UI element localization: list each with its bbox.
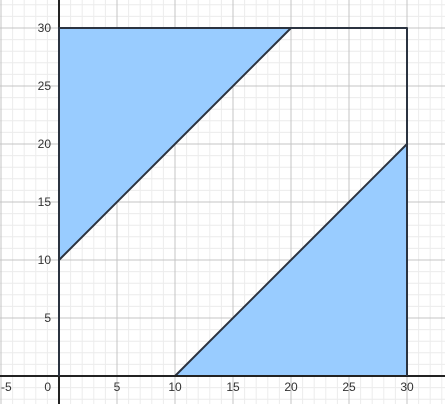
x-tick-label: 30 [400, 380, 414, 394]
y-tick-label: 25 [38, 79, 52, 93]
tick-labels: -5 0 5 10 15 20 25 30 5 10 15 20 25 30 [1, 21, 414, 394]
x-tick-label: 20 [284, 380, 298, 394]
y-tick-label: 30 [38, 21, 52, 35]
x-tick-label: -5 [1, 380, 12, 394]
x-tick-label: 0 [44, 380, 51, 394]
x-tick-label: 5 [114, 380, 121, 394]
x-tick-label: 10 [168, 380, 182, 394]
y-tick-label: 5 [44, 311, 51, 325]
square-outline [58, 27, 408, 376]
x-tick-label: 15 [226, 380, 240, 394]
y-tick-label: 15 [38, 195, 52, 209]
square-outline-path [58, 27, 408, 376]
y-tick-label: 20 [38, 137, 52, 151]
y-tick-label: 10 [38, 253, 52, 267]
x-tick-label: 25 [342, 380, 356, 394]
